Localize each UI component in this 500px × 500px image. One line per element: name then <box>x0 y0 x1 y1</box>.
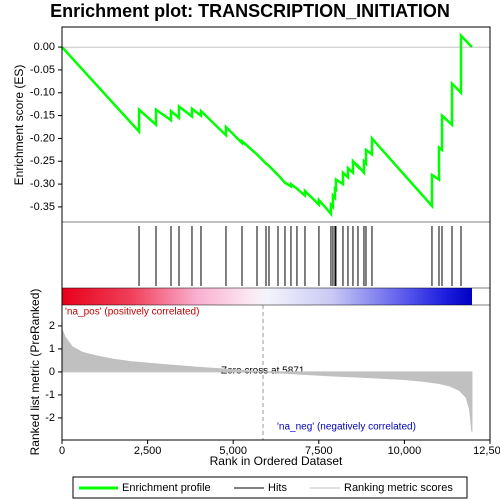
chart-title: Enrichment plot: TRANSCRIPTION_INITIATIO… <box>50 1 450 21</box>
y-tick-label: -0.30 <box>30 178 55 190</box>
x-tick-label: 2,500 <box>134 445 162 457</box>
y-tick-label: -1 <box>45 389 55 401</box>
y-tick-label: -0.20 <box>30 132 55 144</box>
y-axis-label: Enrichment score (ES) <box>12 65 26 186</box>
pos-annotation: 'na_pos' (positively correlated) <box>65 307 199 318</box>
neg-annotation: 'na_neg' (negatively correlated) <box>277 422 416 433</box>
legend <box>72 476 468 499</box>
legend-label: Ranking metric scores <box>344 482 453 494</box>
y-tick-label: 0 <box>49 366 55 378</box>
x-tick-label: 7,500 <box>305 445 333 457</box>
y-tick-label: 1 <box>49 343 55 355</box>
y-tick-label: 0.00 <box>34 41 55 53</box>
y-tick-label: -0.15 <box>30 110 55 122</box>
metric-area <box>61 329 473 432</box>
y-tick-label: -0.10 <box>30 87 55 99</box>
y-tick-label: -0.35 <box>30 201 55 213</box>
legend-label: Enrichment profile <box>122 482 211 494</box>
x-tick-label: 10,000 <box>388 445 422 457</box>
x-axis-label: Rank in Ordered Dataset <box>210 454 343 468</box>
es-line <box>61 32 473 218</box>
y-tick-label: -2 <box>45 412 55 424</box>
x-tick-label: 0 <box>59 445 65 457</box>
legend-label: Hits <box>268 482 287 494</box>
y-tick-label: 2 <box>49 320 55 332</box>
y-tick-label: -0.25 <box>30 155 55 167</box>
plot-frame <box>61 26 491 441</box>
y-axis-label: Ranked list metric (PreRanked) <box>28 289 42 456</box>
y-tick-label: -0.05 <box>30 64 55 76</box>
x-tick-label: 5,000 <box>219 445 247 457</box>
x-tick-label: 12,500 <box>473 445 500 457</box>
rank-color-band <box>62 288 472 305</box>
